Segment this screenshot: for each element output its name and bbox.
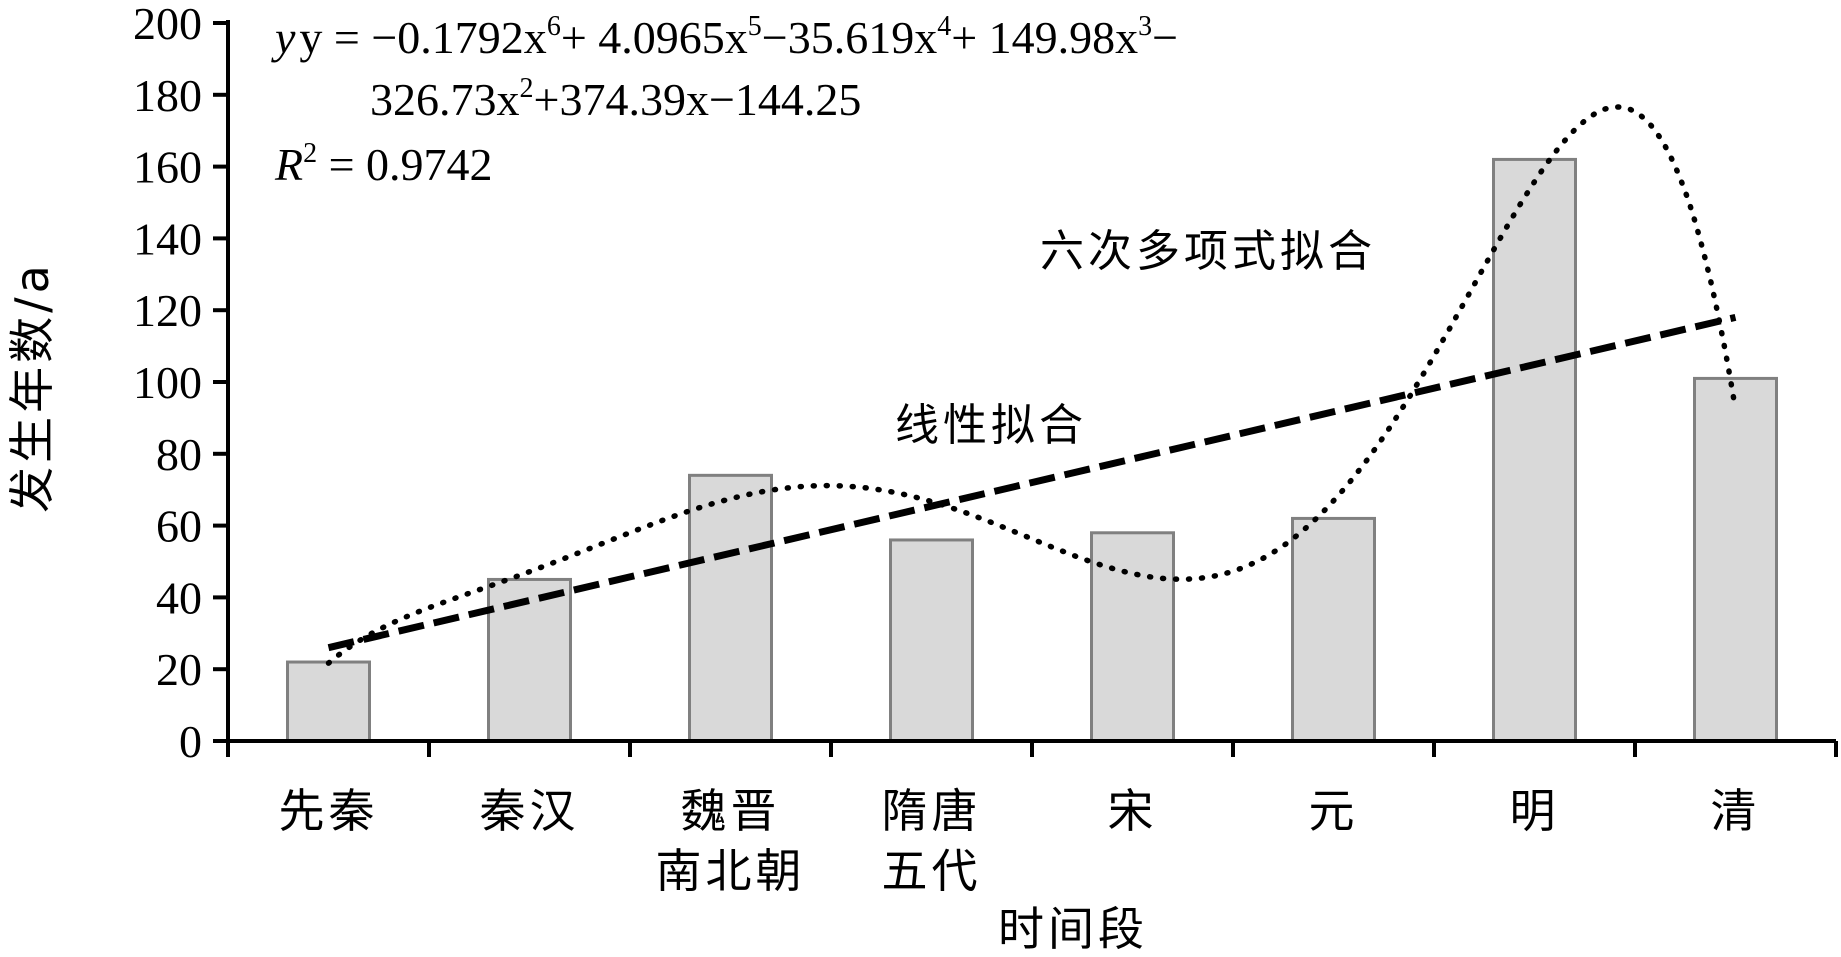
linear-fit-label: 线性拟合 <box>895 400 1087 451</box>
equation-line-1: yy = −0.1792x6+ 4.0965x5−35.619x4+ 149.9… <box>271 11 1178 63</box>
x-tick-label-3-line-1: 五代 <box>882 844 982 898</box>
y-tick-label-0: 0 <box>179 716 202 767</box>
y-tick-label-200: 200 <box>133 0 202 49</box>
y-tick-label-140: 140 <box>133 213 202 264</box>
y-tick-label-100: 100 <box>133 357 202 408</box>
y-tick-label-120: 120 <box>133 285 202 336</box>
equation-line-2: 326.73x2+374.39x−144.25 <box>370 73 861 125</box>
x-tick-label-2-line-0: 魏晋 <box>681 784 781 838</box>
bar-1 <box>487 577 572 743</box>
poly-fit-label: 六次多项式拟合 <box>1040 226 1376 277</box>
y-tick-label-80: 80 <box>156 429 202 480</box>
x-axis-title: 时间段 <box>998 902 1148 956</box>
y-axis-title: 发生年数/a <box>5 261 59 513</box>
x-tick-label-2-line-1: 南北朝 <box>656 844 806 898</box>
x-tick-label-4: 宋 <box>1108 784 1158 838</box>
y-tick-label-20: 20 <box>156 644 202 695</box>
y-tick-label-160: 160 <box>133 142 202 193</box>
x-tick-label-5: 元 <box>1309 784 1359 838</box>
x-tick-label-0: 先秦 <box>279 784 379 838</box>
x-tick-label-7: 清 <box>1711 784 1761 838</box>
y-tick-label-60: 60 <box>156 501 202 552</box>
r-squared-label: R2 = 0.9742 <box>274 138 493 190</box>
bar-7 <box>1693 376 1778 743</box>
bar-3 <box>889 538 974 743</box>
bar-2 <box>688 473 773 743</box>
bar-5 <box>1291 516 1376 743</box>
y-tick-label-40: 40 <box>156 572 202 623</box>
x-tick-label-1: 秦汉 <box>480 784 580 838</box>
x-tick-label-6: 明 <box>1510 784 1560 838</box>
bar-4 <box>1090 531 1175 743</box>
linear-trendline <box>327 313 1737 652</box>
bar-6 <box>1492 157 1577 743</box>
polynomial-trendline <box>325 104 1739 666</box>
bar-0 <box>286 660 371 743</box>
x-tick-label-3-line-0: 隋唐 <box>882 784 982 838</box>
y-tick-label-180: 180 <box>133 70 202 121</box>
